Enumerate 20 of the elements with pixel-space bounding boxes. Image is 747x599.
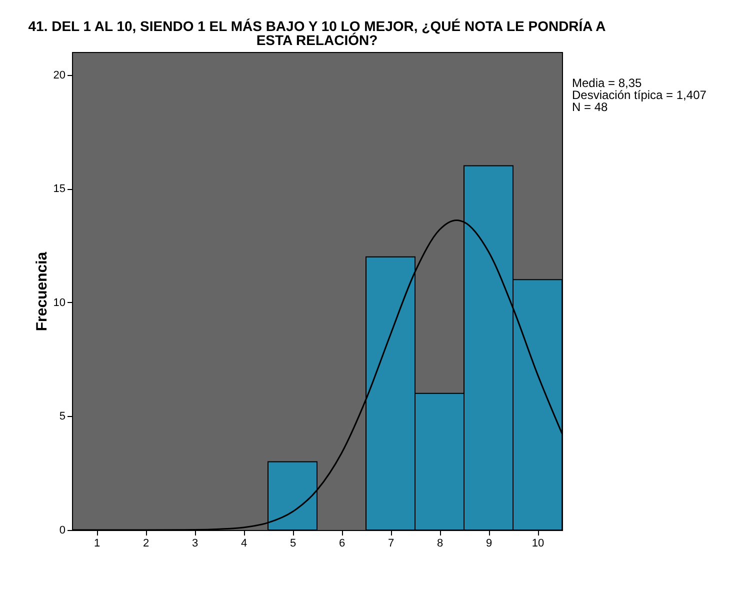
text: Media = 8,35 xyxy=(572,76,642,90)
text: N = 48 xyxy=(572,100,608,114)
x-tick-label: 3 xyxy=(192,538,198,550)
x-tick-label: 6 xyxy=(338,538,346,550)
chart-title: 41. DEL 1 AL 10, SIENDO 1 EL MÁS BAJO Y 10 LO MEJOR, ¿QUÉ NOTA LE PONDRÍA A ESTA RELACIÓN? xyxy=(28,18,606,48)
x-tick-label: 2 xyxy=(142,538,150,550)
x-tick-label: 4 xyxy=(240,538,248,550)
x-tick-label: 5 xyxy=(290,538,296,550)
text: Desviación típica = 1,407 xyxy=(572,88,707,102)
y-tick-label: 5 xyxy=(59,410,66,423)
x-tick-label: 1 xyxy=(94,538,100,550)
y-tick-label: 20 xyxy=(53,69,66,82)
x-tick-label: 8 xyxy=(436,538,444,550)
y-tick-label: 0 xyxy=(59,524,66,536)
x-tick-label: 7 xyxy=(388,538,394,550)
y-tick-label: 15 xyxy=(53,183,66,196)
x-tick-label: 10 xyxy=(532,538,544,550)
x-tick-label: 9 xyxy=(486,538,492,550)
y-tick-label: 10 xyxy=(53,296,66,309)
y-axis-title: Frecuencia xyxy=(33,251,50,332)
